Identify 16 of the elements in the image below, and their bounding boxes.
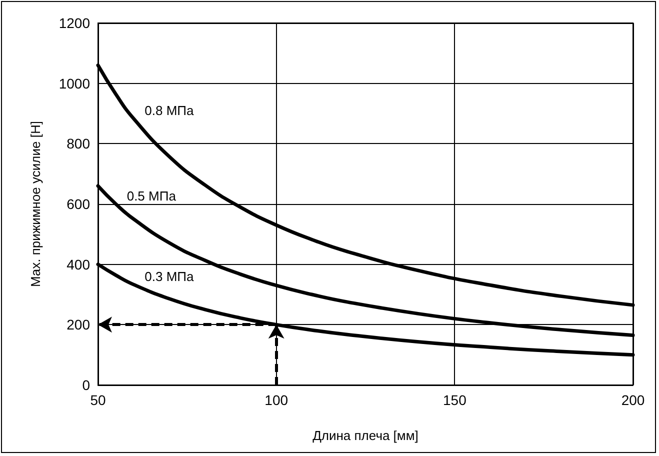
y-tick-label: 1000 (58, 75, 90, 92)
x-axis-title: Длина плеча [мм] (312, 428, 418, 443)
series-label: 0.5 МПа (126, 188, 177, 204)
y-tick-label: 800 (66, 136, 90, 152)
x-tick-label: 50 (90, 392, 106, 408)
y-tick-label: 600 (66, 196, 90, 212)
y-tick-label: 0 (82, 377, 90, 393)
series-label: 0.3 МПа (144, 269, 195, 284)
series-label: 0.8 МПа (144, 103, 195, 118)
y-tick-label: 200 (66, 316, 90, 333)
y-tick-label: 400 (66, 256, 90, 272)
y-axis-title: Max. прижимное усилие [Н] (28, 121, 43, 287)
x-tick-label: 150 (442, 392, 467, 408)
x-tick-label: 100 (264, 392, 288, 408)
y-tick-label: 1200 (58, 15, 90, 31)
x-tick-label: 200 (621, 392, 645, 408)
